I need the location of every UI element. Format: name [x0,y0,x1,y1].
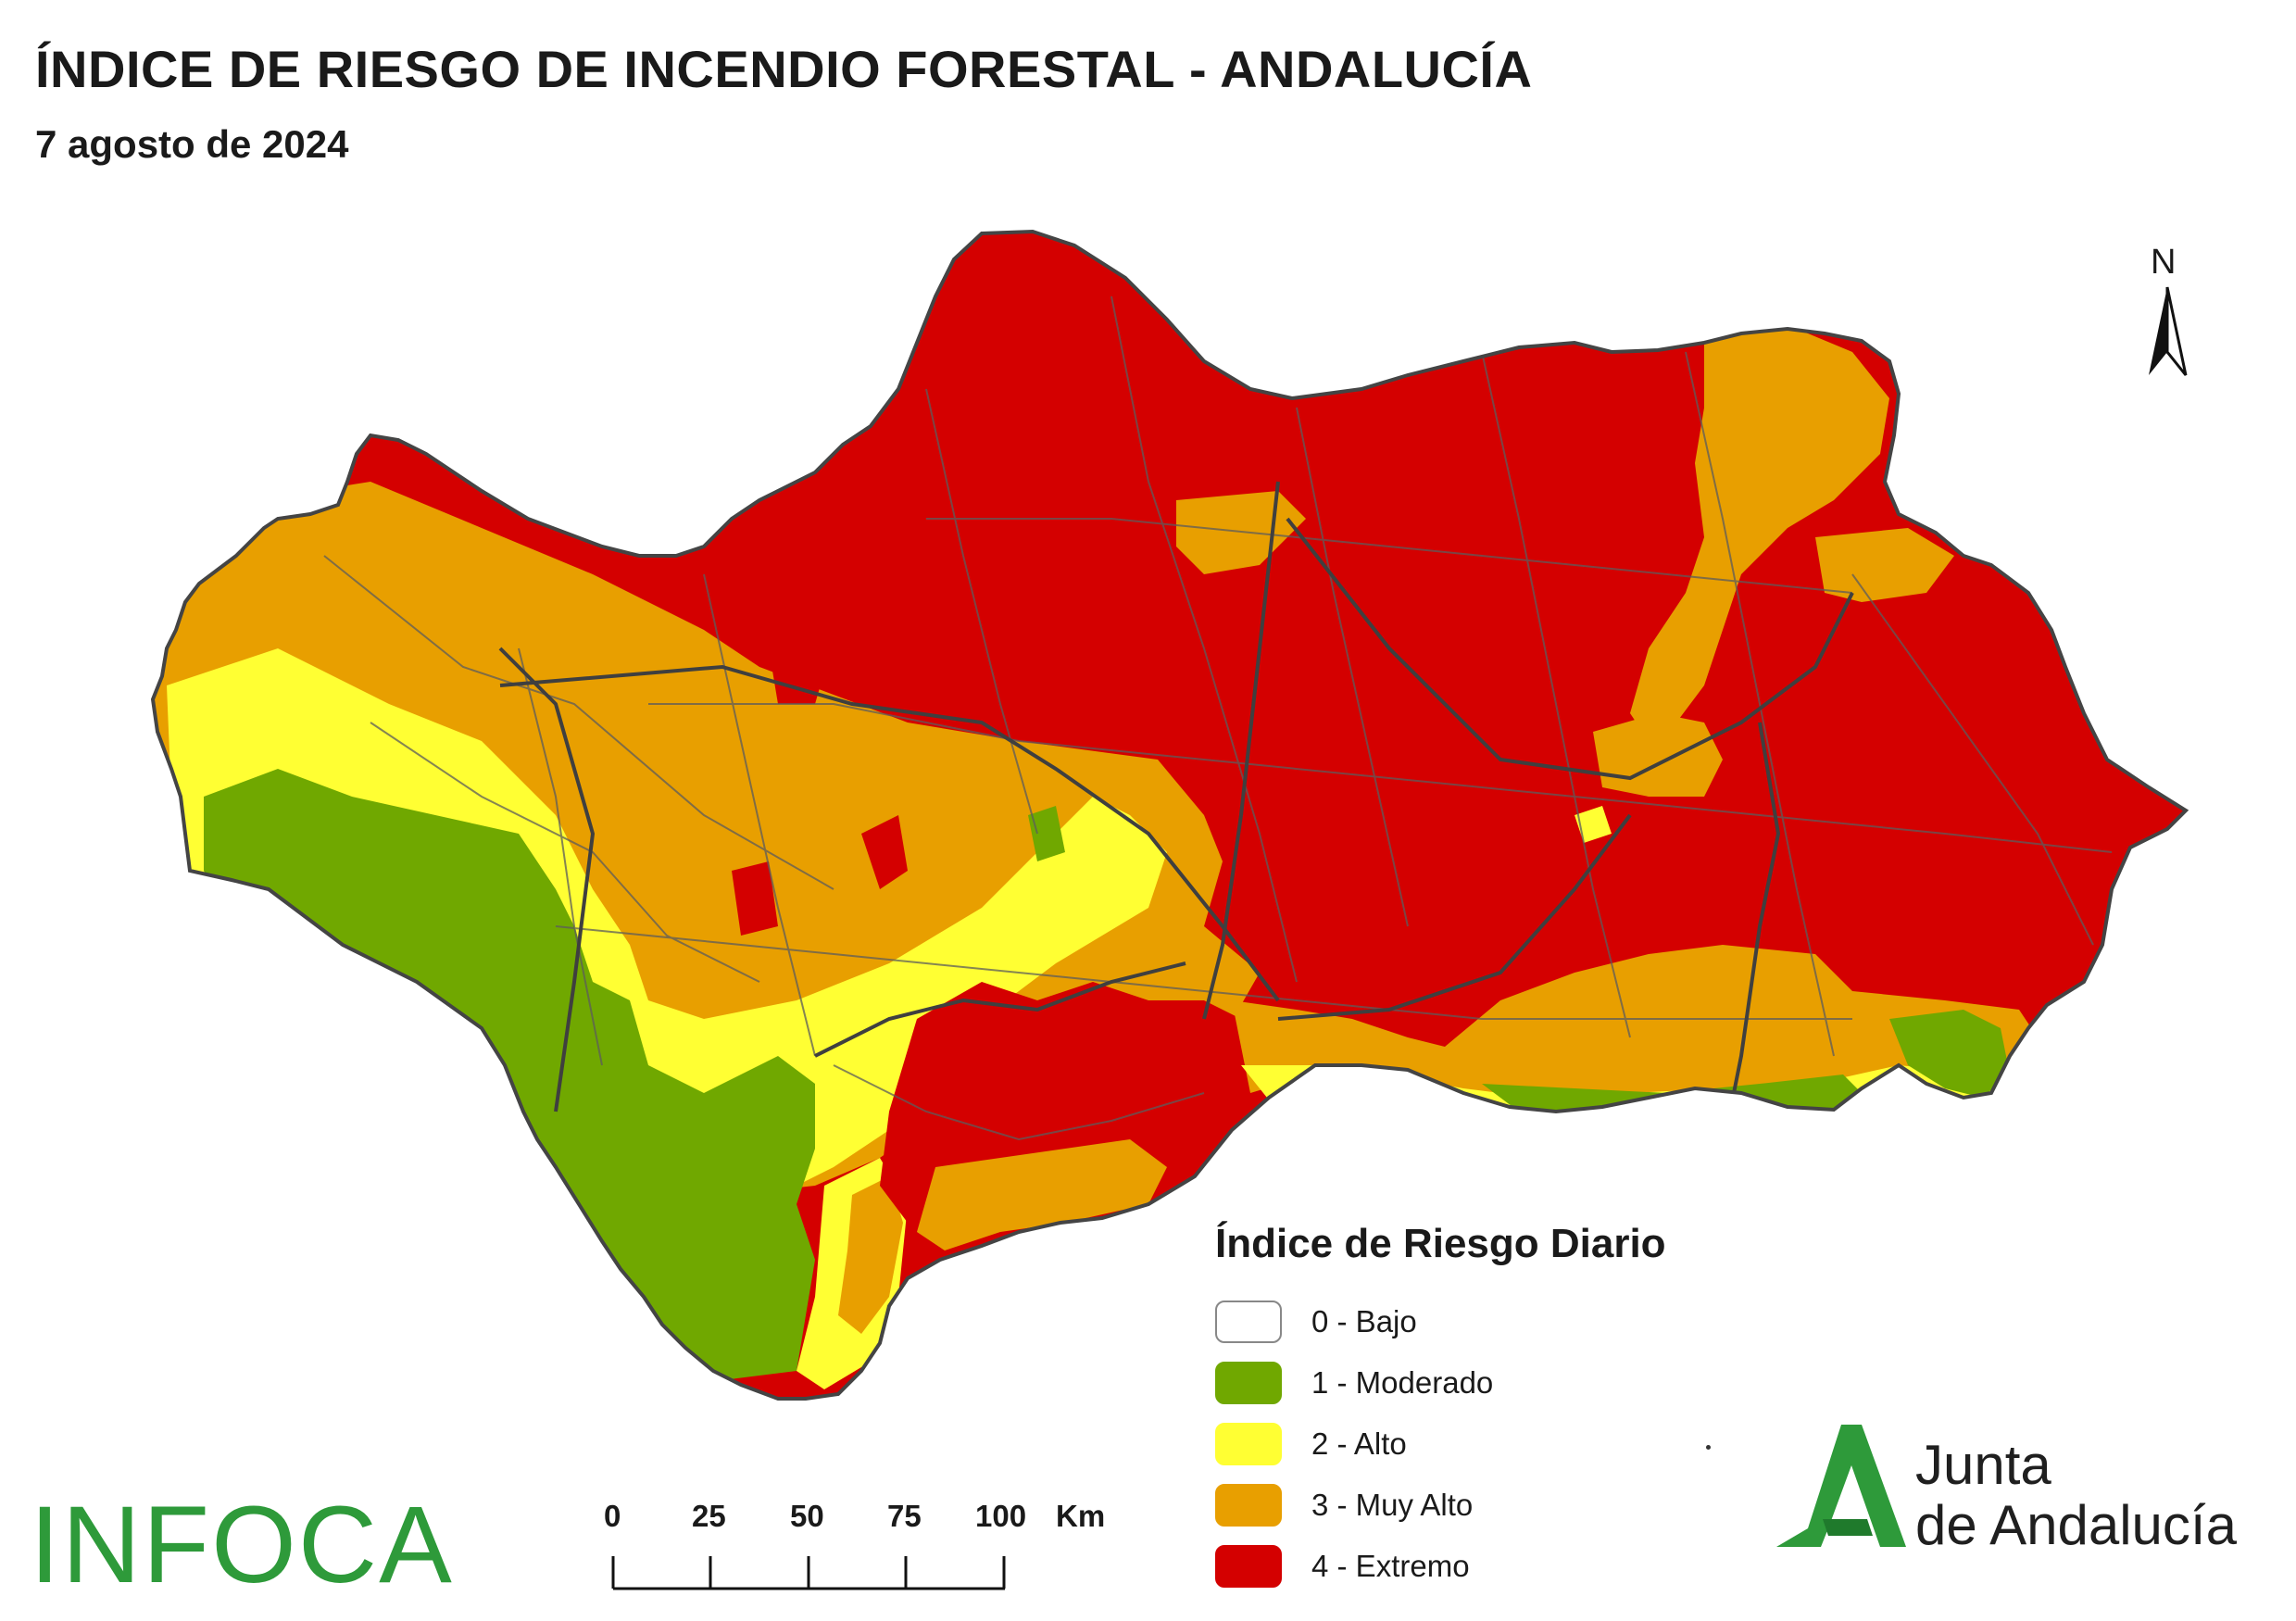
junta-line-2: de Andalucía [1915,1493,2237,1556]
legend-item-moderado: 1 - Moderado [1215,1352,1666,1414]
junta-line-1: Junta [1915,1434,2051,1496]
map-speck [1706,1445,1711,1450]
legend-item-muy-alto: 3 - Muy Alto [1215,1475,1666,1536]
junta-andalucia-logo: Junta de Andalucía [1776,1417,2258,1575]
legend-label: 2 - Alto [1311,1426,1407,1461]
legend-item-extremo: 4 - Extremo [1215,1536,1666,1597]
legend-label: 1 - Moderado [1311,1365,1494,1400]
infoca-logo: INFOCA [30,1484,454,1606]
legend-title: Índice de Riesgo Diario [1215,1221,1666,1266]
legend-item-alto: 2 - Alto [1215,1414,1666,1475]
junta-andalucia-mark-icon [1776,1425,1906,1547]
scale-tick-0: 0 [604,1499,621,1533]
legend-label: 0 - Bajo [1311,1304,1417,1338]
scale-tick-50: 50 [790,1499,824,1533]
legend-label: 3 - Muy Alto [1311,1488,1474,1522]
scale-bar [611,1556,1006,1590]
north-arrow-icon [2149,286,2188,376]
scale-tick-100: 100 [975,1499,1027,1533]
legend-swatch [1215,1545,1282,1588]
scale-tick-25: 25 [692,1499,726,1533]
north-label: N [2151,243,2177,282]
legend-item-bajo: 0 - Bajo [1215,1291,1666,1352]
map-date: 7 agosto de 2024 [35,122,349,166]
legend-swatch [1215,1484,1282,1527]
legend-swatch [1215,1362,1282,1404]
map-title: ÍNDICE DE RIESGO DE INCENDIO FORESTAL - … [35,40,1533,98]
scale-unit: Km [1056,1499,1106,1533]
legend-label: 4 - Extremo [1311,1549,1470,1583]
scale-tick-75: 75 [887,1499,922,1533]
legend: Índice de Riesgo Diario 0 - Bajo 1 - Mod… [1215,1221,1666,1597]
legend-swatch [1215,1301,1282,1343]
legend-swatch [1215,1423,1282,1465]
